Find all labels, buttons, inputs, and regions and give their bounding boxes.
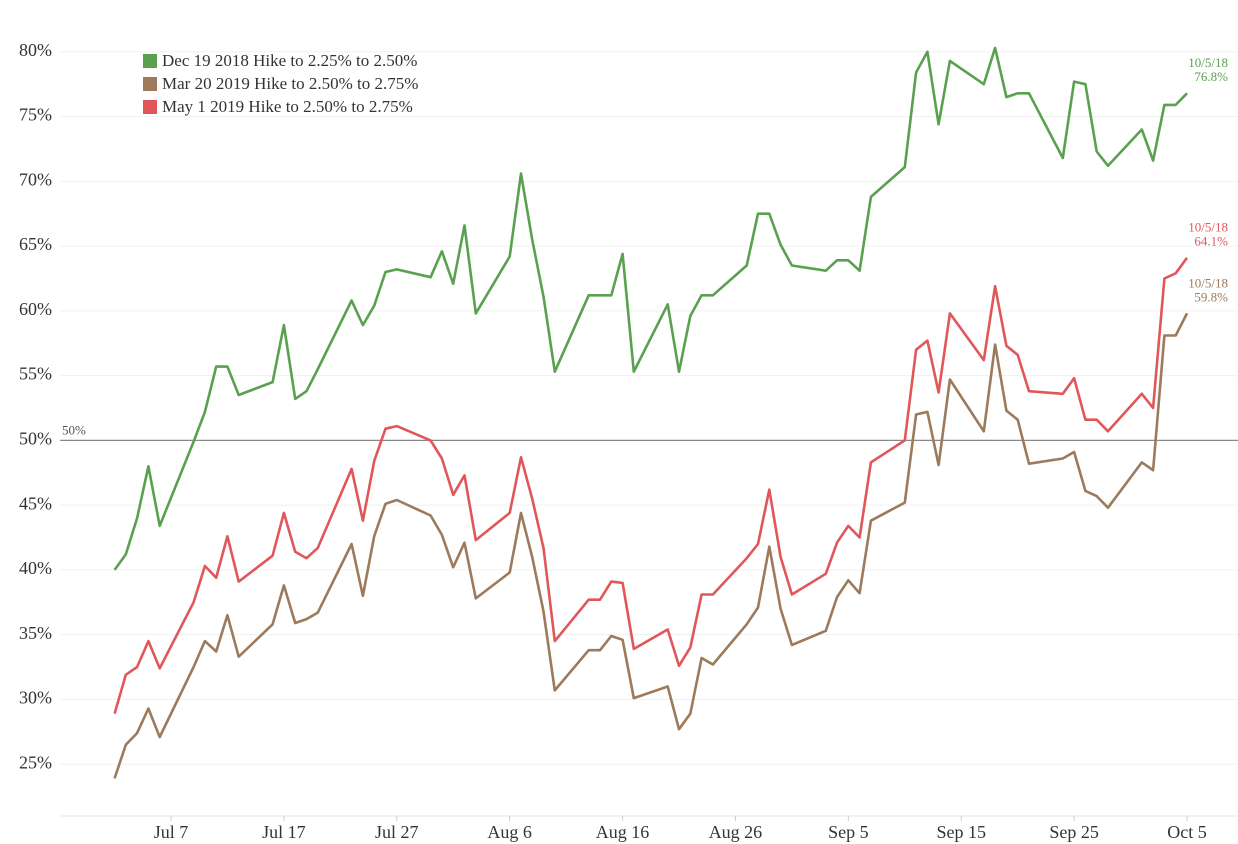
y-tick-label: 30%: [19, 688, 52, 708]
legend-label: Mar 20 2019 Hike to 2.50% to 2.75%: [162, 74, 418, 93]
x-tick-label: Sep 25: [1049, 822, 1099, 842]
legend-swatch: [143, 100, 157, 114]
end-value-label: 76.8%: [1194, 69, 1228, 84]
x-tick-label: Jul 27: [375, 822, 419, 842]
series-line: [113, 312, 1189, 779]
end-date-label: 10/5/18: [1188, 275, 1228, 290]
end-date-label: 10/5/18: [1188, 220, 1228, 235]
end-value-label: 59.8%: [1194, 289, 1228, 304]
end-value-label: 64.1%: [1194, 234, 1228, 249]
y-tick-label: 45%: [19, 493, 52, 513]
legend-label: Dec 19 2018 Hike to 2.25% to 2.50%: [162, 51, 417, 70]
x-tick-label: Jul 7: [154, 822, 189, 842]
legend-label: May 1 2019 Hike to 2.50% to 2.75%: [162, 97, 413, 116]
series-line: [113, 257, 1189, 715]
x-tick-label: Sep 15: [936, 822, 986, 842]
x-tick-label: Oct 5: [1167, 822, 1207, 842]
y-tick-label: 70%: [19, 169, 52, 189]
end-date-label: 10/5/18: [1188, 55, 1228, 70]
x-tick-label: Aug 26: [709, 822, 763, 842]
x-tick-label: Aug 6: [487, 822, 532, 842]
y-tick-label: 80%: [19, 40, 52, 60]
series-line: [113, 46, 1188, 571]
y-tick-label: 60%: [19, 299, 52, 319]
legend-swatch: [143, 54, 157, 68]
legend-swatch: [143, 77, 157, 91]
reference-label: 50%: [62, 422, 86, 437]
y-tick-label: 35%: [19, 623, 52, 643]
x-tick-label: Jul 17: [262, 822, 306, 842]
y-tick-label: 40%: [19, 558, 52, 578]
y-tick-label: 50%: [19, 429, 52, 449]
y-tick-label: 65%: [19, 234, 52, 254]
x-tick-label: Sep 5: [828, 822, 869, 842]
y-tick-label: 75%: [19, 105, 52, 125]
y-tick-label: 55%: [19, 364, 52, 384]
y-tick-label: 25%: [19, 752, 52, 772]
x-tick-label: Aug 16: [596, 822, 650, 842]
